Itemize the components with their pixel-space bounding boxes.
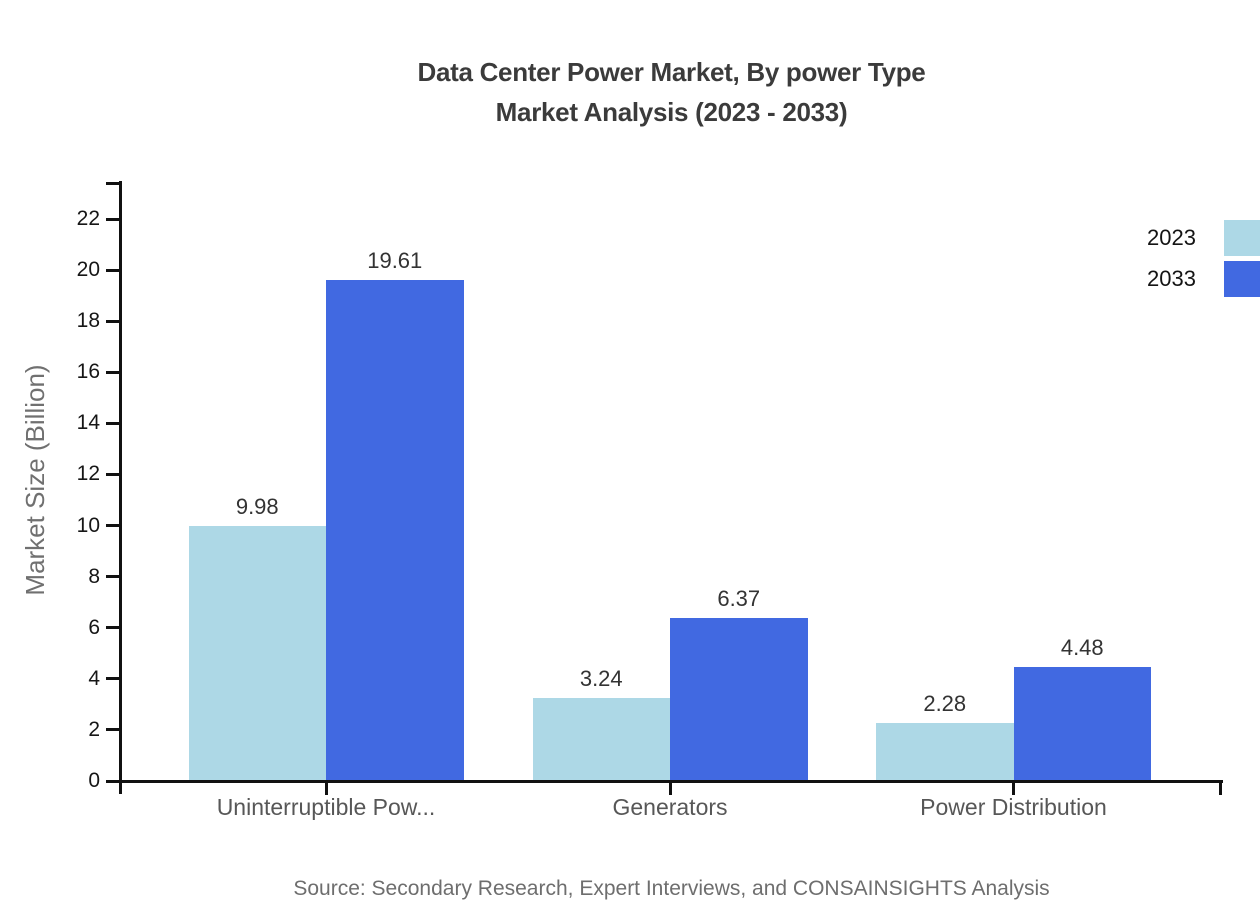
bar-value-label: 9.98 (235, 494, 279, 520)
y-tick (106, 370, 120, 374)
x-tick (1218, 782, 1222, 795)
y-tick (106, 575, 120, 579)
bar-2023-category-1 (532, 698, 670, 781)
legend-swatch-2033 (1224, 261, 1260, 297)
x-tick-label: Power Distribution (920, 794, 1107, 820)
bar-value-label: 2.28 (923, 690, 967, 716)
y-tick (106, 421, 120, 425)
x-tick (324, 782, 328, 795)
bar-2023-category-2 (876, 722, 1014, 781)
y-tick (106, 268, 120, 272)
y-tick-label: 4 (88, 666, 100, 690)
bar-2023-category-0 (188, 526, 326, 781)
y-tick-label: 8 (88, 564, 100, 588)
y-tick-label: 12 (76, 462, 100, 486)
bar-value-label: 4.48 (1060, 634, 1104, 660)
legend-swatch-2023 (1224, 220, 1260, 256)
chart-title-line1: Data Center Power Market, By power Type (417, 57, 926, 87)
x-axis-line (106, 779, 1223, 783)
legend-label-2023: 2023 (1147, 225, 1196, 250)
y-tick-label: 16 (76, 360, 100, 384)
y-tick (106, 677, 120, 681)
y-axis-line (118, 181, 122, 794)
y-tick-label: 6 (88, 615, 100, 639)
y-tick (106, 319, 120, 323)
y-tick (106, 217, 120, 221)
bar-2033-category-2 (1013, 666, 1151, 781)
y-tick (106, 524, 120, 528)
y-axis-endcap-tick (106, 182, 120, 185)
y-tick-label: 14 (76, 411, 100, 435)
y-tick-label: 0 (88, 769, 100, 792)
bar-value-label: 6.37 (717, 586, 761, 612)
y-tick-label: 20 (76, 258, 100, 282)
x-tick (668, 782, 672, 795)
y-tick-label: 10 (76, 513, 100, 537)
y-tick (106, 472, 120, 476)
bar-value-label: 3.24 (579, 666, 623, 692)
y-tick (106, 728, 120, 732)
bar-2033-category-0 (326, 280, 464, 781)
y-tick (106, 626, 120, 630)
y-tick-label: 22 (76, 207, 100, 230)
legend-label-2033: 2033 (1147, 266, 1196, 291)
y-tick-label: 18 (76, 309, 100, 333)
bar-2033-category-1 (670, 618, 808, 781)
x-tick-label: Generators (612, 794, 728, 820)
x-tick-label: Uninterruptible Pow... (216, 794, 436, 820)
y-tick-label: 2 (88, 717, 100, 741)
chart-title: Data Center Power Market, By power Type … (120, 52, 1223, 132)
bar-value-label: 19.61 (367, 248, 423, 274)
source-attribution: Source: Secondary Research, Expert Inter… (293, 877, 1050, 900)
x-tick (1012, 782, 1015, 795)
chart-title-line2: Market Analysis (2023 - 2033) (495, 97, 848, 127)
